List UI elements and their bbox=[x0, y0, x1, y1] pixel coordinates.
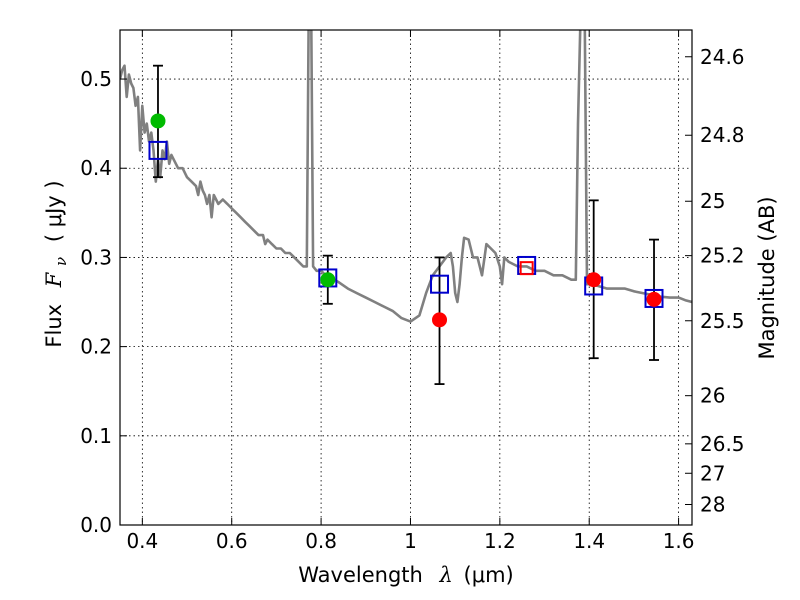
x-axis-title-text: Wavelength bbox=[298, 563, 423, 587]
y-tick-label: 0.2 bbox=[80, 335, 112, 359]
y-tick-label: 0.3 bbox=[80, 245, 112, 269]
plot-area bbox=[120, 30, 692, 385]
y-tick-label: 0.0 bbox=[80, 513, 112, 537]
x-axis-symbol: λ bbox=[439, 563, 453, 587]
y-tick-label: 0.1 bbox=[80, 424, 112, 448]
sed-model-line bbox=[120, 30, 692, 323]
y-axis-title: Flux F ν ( μJy ) bbox=[42, 180, 71, 347]
x-axis-title: Wavelength λ (μm) bbox=[298, 563, 513, 587]
y2-tick-label: 27 bbox=[700, 461, 725, 485]
plot-frame bbox=[119, 29, 693, 526]
y2-tick-label: 25 bbox=[700, 189, 725, 213]
model-square-marker bbox=[148, 140, 168, 160]
model-square-marker bbox=[644, 288, 664, 308]
observed-flux-point bbox=[320, 272, 336, 288]
x-tick-label: 0.6 bbox=[216, 529, 248, 553]
axes-ticks: 0.4 0.6 0.8 1 1.2 1.4 1.6 0.0 0.1 0.2 0.3 0.4 0.5 24.… bbox=[80, 30, 745, 553]
y2-tick-label: 25.2 bbox=[700, 244, 745, 268]
observed-flux-point bbox=[646, 291, 662, 307]
model-square-marker bbox=[519, 261, 534, 276]
x-tick-label: 0.8 bbox=[305, 529, 337, 553]
grid bbox=[120, 30, 692, 525]
y2-tick-label: 24.6 bbox=[700, 45, 745, 69]
y2-tick-label: 26.5 bbox=[700, 432, 745, 456]
y2-tick-label: 26 bbox=[700, 384, 725, 408]
x-tick-label: 1.6 bbox=[663, 529, 695, 553]
x-tick-label: 1.2 bbox=[484, 529, 516, 553]
y-axis-title-text: Flux bbox=[42, 304, 66, 348]
observed-flux-point bbox=[586, 272, 602, 288]
y-axis-subscript: ν bbox=[52, 257, 70, 266]
y2-tick-label: 24.8 bbox=[700, 123, 745, 147]
y2-axis-title: Magnitude (AB) bbox=[755, 196, 779, 359]
observed-flux-point bbox=[432, 312, 448, 328]
y2-tick-label: 28 bbox=[700, 492, 725, 516]
x-tick-label: 1.4 bbox=[573, 529, 605, 553]
observed-flux-point bbox=[150, 113, 166, 129]
y2-tick-label: 25.5 bbox=[700, 309, 745, 333]
y-axis-symbol: F bbox=[42, 271, 66, 288]
y-tick-label: 0.4 bbox=[80, 156, 112, 180]
y-tick-label: 0.5 bbox=[80, 67, 112, 91]
x-tick-label: 1 bbox=[404, 529, 417, 553]
x-axis-unit: (μm) bbox=[464, 563, 514, 587]
model-square-marker bbox=[430, 274, 450, 294]
x-tick-label: 0.4 bbox=[126, 529, 158, 553]
y-axis-unit: ( μJy ) bbox=[42, 180, 66, 242]
